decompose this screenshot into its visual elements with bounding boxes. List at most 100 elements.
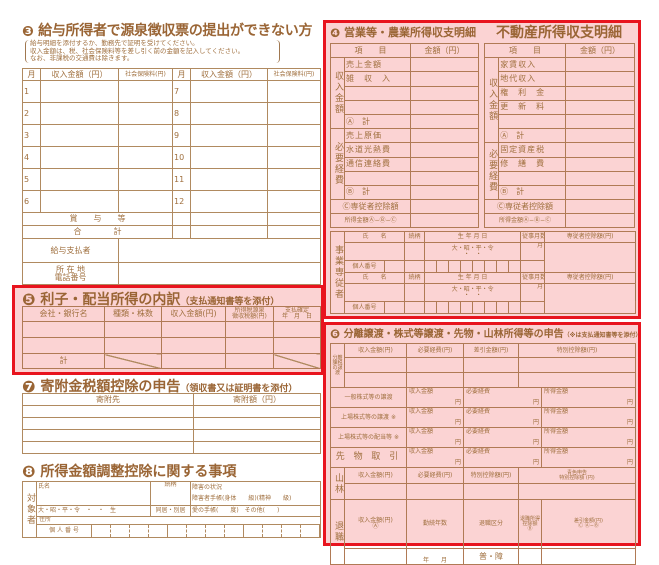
amount-field[interactable]: 必要経費円 [463,427,542,448]
net-income-field[interactable] [410,213,479,229]
recipient-field[interactable] [22,429,194,442]
relation-field[interactable] [404,283,426,302]
income-field[interactable] [344,372,407,388]
withholding-field[interactable] [225,321,274,338]
insurance-field[interactable] [118,80,173,103]
relation-field[interactable] [404,242,426,261]
deduction-field[interactable] [544,283,637,314]
income-field[interactable] [40,80,119,103]
mynumber-digit[interactable] [472,301,486,314]
amount-field[interactable] [193,441,321,454]
amount-field[interactable] [410,156,479,172]
mynumber-digit[interactable] [404,260,426,273]
mynumber-digit[interactable] [508,260,522,273]
mynumber-digit[interactable] [244,525,263,537]
mynumber-digit[interactable] [92,525,111,537]
mynumber-digit[interactable] [484,301,498,314]
total-income-field[interactable] [161,353,226,369]
amount-field[interactable] [565,156,635,172]
recipient-field[interactable] [22,405,194,418]
mynumber-digit[interactable] [111,525,130,537]
mynumber-digit[interactable] [424,260,438,273]
ryoiku-field[interactable]: 愛の手帳( 度) その他( ) [190,505,321,517]
insurance-field[interactable] [267,146,321,169]
mynumber-digit[interactable] [149,525,168,537]
insurance-field[interactable] [118,102,173,125]
mynumber-digit[interactable] [460,260,474,273]
diff-field[interactable] [463,357,519,373]
insurance-field[interactable] [267,80,321,103]
amount-field[interactable] [565,71,635,87]
expense-field[interactable] [406,372,464,388]
years-field[interactable]: 年 月 [406,548,464,565]
income-field[interactable] [40,190,119,213]
mynumber-digit[interactable] [448,301,462,314]
recipient-field[interactable] [22,441,194,454]
payer-field[interactable] [118,238,321,263]
total-income-field[interactable] [190,225,268,239]
address-field[interactable] [118,262,321,285]
insurance-field[interactable] [267,168,321,191]
expense-field[interactable] [406,483,464,500]
amount-field[interactable]: 必要経費円 [463,407,542,428]
amount-field[interactable] [410,71,479,87]
amount-field[interactable] [410,57,479,73]
mynumber-digit[interactable] [282,525,301,537]
expense-total-field[interactable] [410,184,479,201]
deduction-field[interactable] [565,199,635,215]
birthdate-field[interactable]: 大・昭・平・令 ・ ・ 生 [36,505,151,517]
deduction-field[interactable] [410,199,479,215]
withholding-field[interactable] [225,337,274,354]
deduction-field[interactable] [544,242,637,273]
amount-field[interactable]: 所得金額円 [541,387,636,408]
expense-field[interactable] [406,357,464,373]
income-field[interactable] [190,80,268,103]
total-insurance-field[interactable] [267,225,321,239]
income-field[interactable] [40,124,119,147]
mynumber-digit[interactable] [424,301,438,314]
special-field[interactable] [518,357,636,373]
mynumber-digit[interactable] [187,525,206,537]
income-total-field[interactable] [565,128,635,144]
income-field[interactable] [344,548,407,565]
mynumber-field[interactable] [92,525,320,537]
type-field[interactable] [104,337,162,354]
income-field[interactable] [40,146,119,169]
mynumber-digit[interactable] [130,525,149,537]
mynumber-digit[interactable] [484,260,498,273]
amount-field[interactable] [193,429,321,442]
income-field[interactable] [190,146,268,169]
insurance-field[interactable] [267,190,321,213]
income-field[interactable] [190,102,268,125]
net-income-field[interactable] [565,213,635,229]
insurance-field[interactable] [267,124,321,147]
blue-field[interactable] [518,483,636,500]
mynumber-digit[interactable] [168,525,187,537]
name-field[interactable]: 氏名 [36,481,151,506]
company-field[interactable] [22,337,105,354]
amount-field[interactable] [565,99,635,115]
mynumber-digit[interactable] [225,525,244,537]
amount-field[interactable]: 所得金額円 [541,407,636,428]
mynumber-digit[interactable] [404,301,426,314]
mynumber-digit[interactable] [460,301,474,314]
mynumber-digit[interactable] [383,301,406,314]
expense-total-field[interactable] [565,184,635,201]
insurance-field[interactable] [267,102,321,125]
mynumber-digit[interactable] [520,260,546,273]
income-field[interactable] [344,357,407,373]
total-withholding-field[interactable] [225,353,274,369]
employee-name-field[interactable] [343,242,406,261]
amount-field[interactable] [410,170,479,186]
mynumber-digit[interactable] [496,260,510,273]
handbook-field[interactable]: 障害者手帳(身体 級)(精神 級) [190,493,321,506]
income-field[interactable] [40,102,119,125]
income-field[interactable] [161,337,226,354]
mynumber-digit[interactable] [436,260,450,273]
months-field[interactable]: 月 [520,283,546,302]
amount-field[interactable]: 必要経費円 [463,387,542,408]
diff-field[interactable] [541,548,636,565]
employee-name-field[interactable] [343,283,406,302]
date-field[interactable] [273,321,321,338]
amount-field[interactable] [193,405,321,418]
